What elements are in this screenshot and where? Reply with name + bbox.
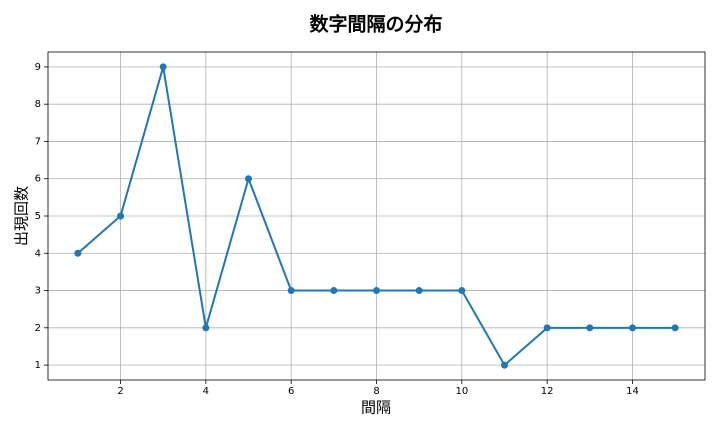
y-tick-label: 9 xyxy=(35,62,41,73)
plot-frame xyxy=(47,51,706,381)
y-tick-label: 1 xyxy=(35,360,41,371)
data-point xyxy=(458,287,466,295)
data-point xyxy=(373,287,380,295)
y-tick-label: 4 xyxy=(35,248,41,259)
y-tick-label: 6 xyxy=(35,174,41,185)
y-tick-label: 8 xyxy=(35,99,41,110)
data-point xyxy=(500,361,508,369)
data-point xyxy=(245,175,253,183)
data-point xyxy=(74,249,82,257)
x-tick-label: 4 xyxy=(203,386,209,397)
x-tick-label: 14 xyxy=(626,386,639,397)
x-tick-label: 8 xyxy=(373,386,379,397)
data-point xyxy=(543,324,551,332)
x-tick-label: 10 xyxy=(455,386,468,397)
data-point xyxy=(415,287,423,295)
data-point xyxy=(287,287,295,295)
data-point xyxy=(671,324,679,332)
y-axis-label: 出現回数 xyxy=(13,186,31,246)
y-tick-label: 5 xyxy=(35,211,41,222)
data-point xyxy=(202,324,210,332)
data-point xyxy=(159,63,167,71)
data-point xyxy=(117,212,125,220)
x-axis-label: 間隔 xyxy=(361,399,391,417)
y-tick-label: 3 xyxy=(35,286,41,297)
data-point xyxy=(330,287,338,295)
x-tick-label: 2 xyxy=(117,386,123,397)
y-tick-label: 7 xyxy=(35,136,41,147)
x-tick-label: 12 xyxy=(541,386,554,397)
x-tick-label: 6 xyxy=(288,386,294,397)
data-point xyxy=(628,324,636,332)
data-point xyxy=(586,324,594,332)
chart-title: 数字間隔の分布 xyxy=(309,13,442,36)
y-tick-label: 2 xyxy=(35,323,41,334)
